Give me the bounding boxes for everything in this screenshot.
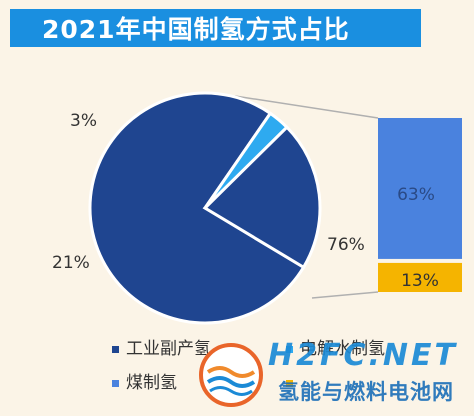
legend-swatch-2 (112, 380, 119, 387)
pie-label-electrolysis: 3% (70, 111, 97, 131)
watermark-domain: H2FC.NET (268, 338, 458, 373)
pie-slice-0 (88, 91, 306, 325)
pie-label-other: 21% (52, 253, 90, 273)
legend-label-1: 电解水制氢 (300, 339, 385, 359)
chart-title: 2021年中国制氢方式占比 (10, 9, 421, 47)
breakdown-label-coal: 63% (397, 185, 435, 205)
watermark: H2FC.NET 氢能与燃料电池网 (198, 338, 468, 410)
breakdown-label-other: 13% (401, 271, 439, 291)
pie-slice-2 (202, 125, 322, 270)
pie-label-byproduct: 76% (327, 235, 365, 255)
legend-label-0: 工业副产氢 (126, 339, 211, 359)
connector-line-top (234, 95, 379, 119)
legend-label-2: 煤制氢 (126, 373, 177, 393)
watermark-logo (199, 343, 263, 407)
watermark-name: 氢能与燃料电池网 (278, 380, 454, 404)
legend-swatch-0 (112, 346, 119, 353)
legend-swatch-1 (286, 346, 293, 353)
connector-line-bottom (311, 291, 379, 299)
legend-swatch-3 (286, 380, 293, 387)
breakdown-segment-0 (378, 118, 462, 259)
breakdown-segment-1 (378, 262, 462, 292)
